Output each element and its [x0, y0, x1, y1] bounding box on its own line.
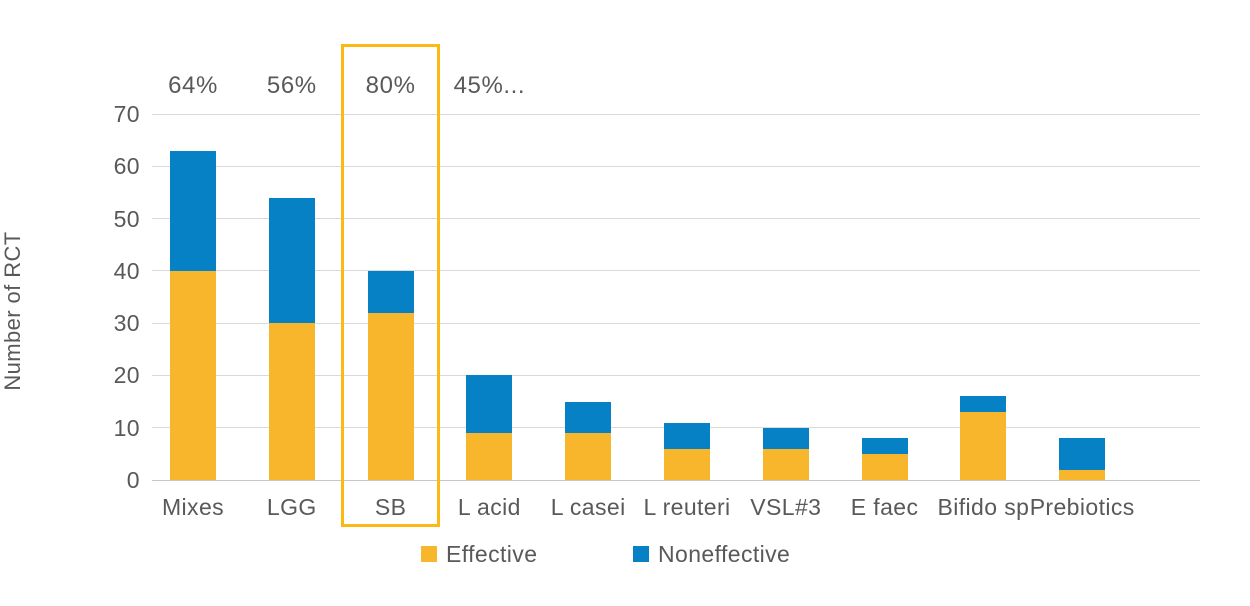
x-axis-label: Prebiotics [1029, 494, 1135, 520]
bar-segment-noneffective [565, 401, 612, 433]
percent-label: 45%... [453, 72, 526, 99]
bar-mixes [170, 150, 216, 480]
bar-segment-effective [565, 432, 612, 480]
gridline-40 [152, 270, 1200, 272]
gridline-20 [152, 374, 1200, 376]
bar-segment-effective [664, 448, 710, 480]
bar-segment-noneffective [664, 422, 710, 449]
bar-l-casei [565, 401, 612, 480]
bar-segment-effective [367, 312, 414, 480]
legend: Effective Noneffective [0, 541, 1250, 567]
x-axis-label: L reuteri [643, 494, 731, 520]
y-tick-label: 10 [113, 414, 140, 441]
bar-segment-noneffective [367, 270, 414, 313]
legend-swatch-noneffective [633, 546, 649, 562]
bar-segment-effective [960, 412, 1007, 480]
bar-vsl-3 [762, 427, 809, 480]
percent-label: 56% [266, 72, 317, 99]
bar-segment-noneffective [1059, 438, 1106, 470]
bar-segment-noneffective [762, 427, 809, 449]
bar-segment-effective [170, 270, 216, 480]
legend-item-effective: Effective [421, 541, 538, 567]
plot-area: 0 10 20 30 40 50 60 70 Mixes 64% LGG 56% SB 80% L acid… [114, 72, 1200, 520]
bar-segment-noneffective [466, 375, 513, 433]
x-axis-label: Mixes [161, 494, 225, 520]
legend-label: Effective [446, 541, 538, 567]
bar-sb [367, 270, 414, 480]
y-tick-label: 60 [113, 153, 140, 180]
percent-label: 80% [365, 72, 416, 99]
x-axis-label: SB [374, 494, 407, 520]
gridline-70 [152, 113, 1200, 115]
legend-label: Noneffective [658, 541, 791, 567]
x-axis-label: LGG [266, 494, 317, 520]
bar-segment-effective [861, 453, 908, 480]
bar-segment-effective [762, 448, 809, 480]
y-tick-label: 40 [113, 257, 140, 284]
x-axis-label: Bifido sp [937, 494, 1030, 520]
gridline-60 [152, 165, 1200, 167]
bar-segment-effective [268, 323, 315, 480]
percent-label: 64% [168, 72, 218, 99]
y-tick-label: 20 [113, 362, 140, 389]
bar-segment-noneffective [960, 396, 1007, 413]
bar-segment-noneffective [861, 438, 908, 454]
y-tick-label: 70 [113, 101, 140, 127]
y-tick-label: 30 [113, 310, 140, 337]
bar-segment-effective [466, 432, 513, 480]
bar-segment-noneffective [170, 150, 216, 271]
gridline-0 [152, 479, 1200, 481]
y-tick-label: 50 [113, 205, 140, 232]
bar-segment-effective [1059, 469, 1106, 480]
x-axis-label: L acid [457, 494, 521, 520]
bar-e-faec [861, 438, 908, 480]
x-axis-label: VSL#3 [750, 494, 822, 520]
bar-l-acid [466, 375, 513, 480]
gridline-50 [152, 218, 1200, 220]
bar-l-reuteri [664, 422, 710, 480]
legend-swatch-effective [421, 546, 437, 562]
x-axis-label: L casei [550, 494, 626, 520]
bar-prebiotics [1059, 438, 1106, 480]
y-tick-label: 0 [126, 467, 140, 493]
gridline-30 [152, 322, 1200, 324]
bar-segment-noneffective [268, 197, 315, 324]
bar-bifido-sp [960, 396, 1007, 480]
bar-lgg [268, 197, 315, 480]
x-axis-label: E faec [850, 494, 919, 520]
legend-item-noneffective: Noneffective [633, 541, 791, 567]
y-axis-title: Number of RCT [0, 231, 25, 391]
